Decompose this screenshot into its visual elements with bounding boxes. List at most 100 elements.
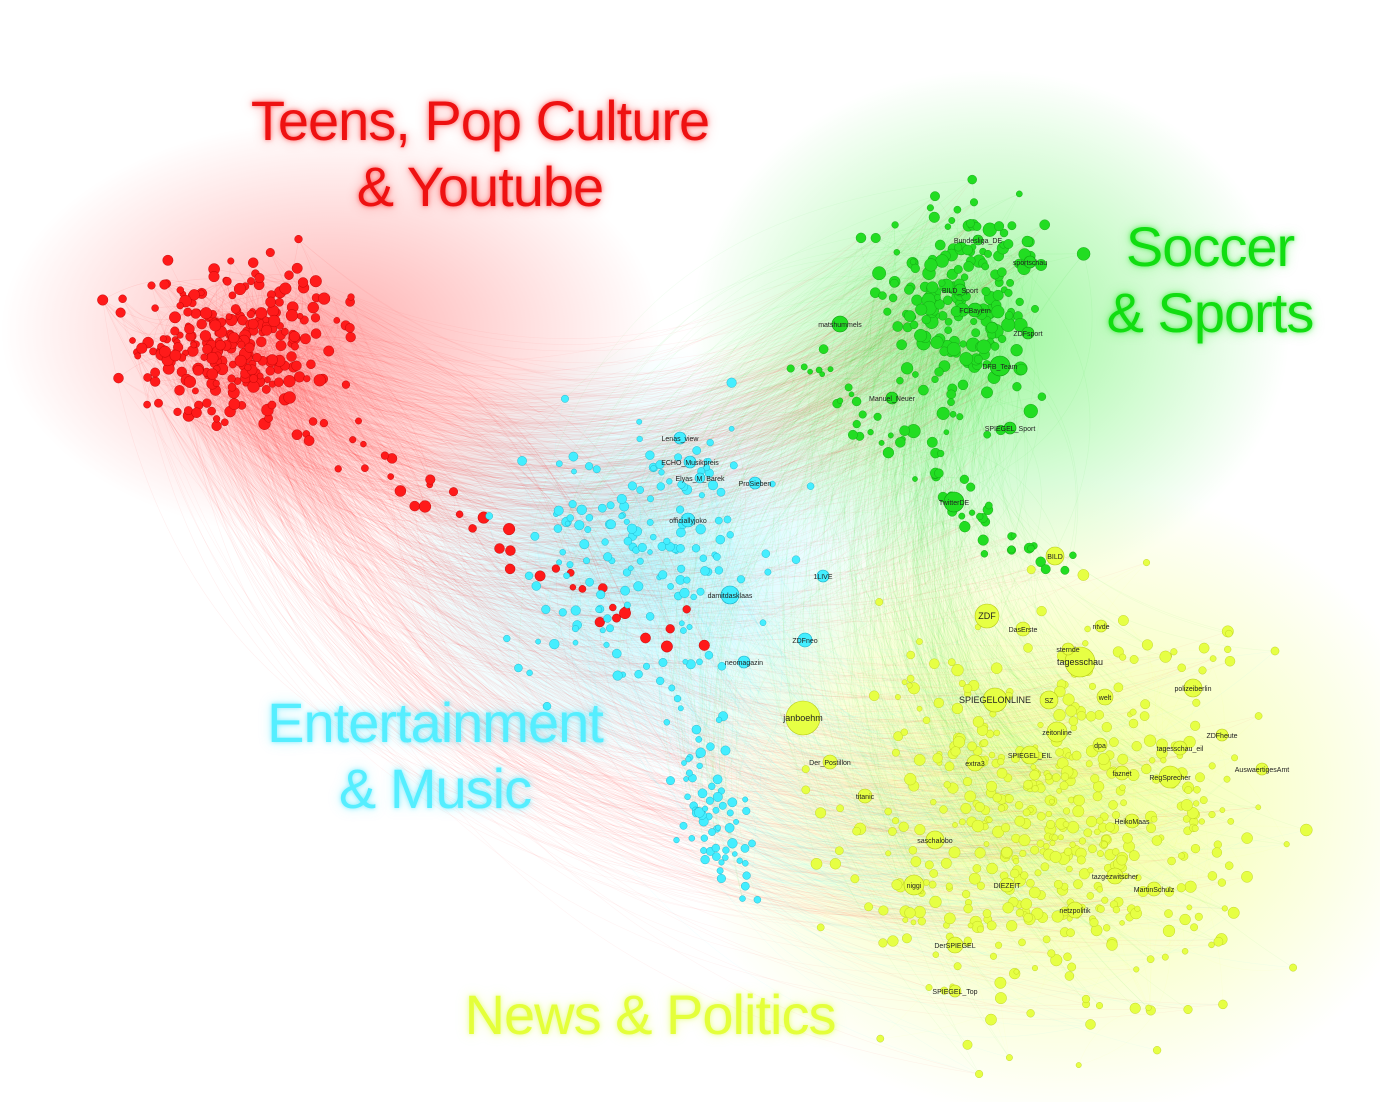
teens-title-line-2: & Youtube <box>356 155 604 218</box>
news-node <box>1145 1004 1152 1011</box>
network-edge <box>390 476 1029 918</box>
news-node <box>983 841 990 847</box>
network-edge <box>276 312 1105 845</box>
entertainment-node <box>568 451 579 462</box>
news-node <box>997 758 1005 766</box>
news-node <box>1129 850 1140 861</box>
entertainment-node <box>514 663 523 673</box>
network-edge <box>363 414 863 518</box>
network-edge <box>206 402 1072 746</box>
network-edge <box>137 355 430 491</box>
news-node <box>1059 781 1069 791</box>
network-edge <box>934 224 1045 380</box>
network-edge <box>926 354 990 700</box>
soccer-node <box>984 249 992 258</box>
news-cluster-title: News & Politics <box>440 982 860 1048</box>
teens-node <box>213 415 221 423</box>
news-node <box>995 941 1003 949</box>
teens-node <box>227 257 235 265</box>
network-edge <box>294 226 978 417</box>
network-edge <box>959 312 1057 778</box>
network-edge <box>147 377 1132 929</box>
news-node <box>1191 825 1199 832</box>
network-edge <box>230 348 1031 1014</box>
network-edge <box>208 334 992 440</box>
network-edge <box>214 321 661 682</box>
network-edge <box>241 405 1113 958</box>
node-label: tazgezwitscher <box>1092 874 1139 881</box>
network-edge <box>895 300 1083 908</box>
news-node <box>967 922 974 929</box>
network-edge <box>284 365 1031 1014</box>
network-edge <box>569 587 671 781</box>
soccer-node <box>958 512 966 520</box>
network-edge <box>216 418 919 891</box>
news-node <box>1036 839 1045 848</box>
network-edge <box>272 359 743 899</box>
news-node <box>1198 666 1207 675</box>
network-edge <box>271 404 1115 886</box>
teens-node <box>345 323 355 333</box>
soccer-node <box>848 429 858 440</box>
entertainment-node <box>584 526 592 533</box>
network-edge <box>136 352 960 760</box>
news-node <box>933 697 944 709</box>
teens-node <box>578 585 587 593</box>
network-edge <box>208 309 991 435</box>
news-node <box>1241 832 1253 844</box>
entertainment-node <box>700 834 708 842</box>
teens-node <box>425 474 436 485</box>
network-edge <box>166 283 883 396</box>
news-node <box>929 658 940 669</box>
teens-node <box>154 398 163 408</box>
network-edge <box>241 405 985 604</box>
network-edge <box>273 302 519 669</box>
network-edge <box>256 309 963 473</box>
network-edge <box>162 350 722 667</box>
news-node <box>1045 810 1052 818</box>
network-edge <box>284 368 831 468</box>
soccer-node <box>997 334 1007 344</box>
network-edge <box>188 410 965 599</box>
entertainment-node <box>740 844 750 853</box>
network-edge <box>315 333 1035 893</box>
teens-node <box>252 353 262 363</box>
network-edge <box>323 298 918 427</box>
news-node <box>850 874 860 884</box>
soccer-node <box>986 321 998 334</box>
network-edge <box>255 273 938 421</box>
network-edge <box>453 491 1083 846</box>
teens-node <box>289 331 301 343</box>
network-edge <box>166 283 930 395</box>
teens-node <box>640 632 651 644</box>
network-edge <box>217 333 700 663</box>
network-edge <box>870 309 967 809</box>
entertainment-node <box>549 638 560 650</box>
news-node <box>1108 800 1118 810</box>
network-edge <box>120 312 901 888</box>
network-edge <box>266 389 618 676</box>
network-edge <box>306 433 689 760</box>
network-edge <box>152 351 978 829</box>
network-edge <box>151 285 612 525</box>
news-node <box>1195 772 1205 783</box>
network-edge <box>268 418 969 916</box>
network-edge <box>205 247 959 424</box>
news-node <box>1113 682 1124 693</box>
network-edge <box>914 260 1030 757</box>
network-edge <box>905 396 1043 686</box>
node-label: DasErste <box>1009 627 1038 634</box>
news-node <box>878 905 889 916</box>
news-node <box>1300 823 1313 837</box>
news-node <box>1118 615 1129 626</box>
network-edge <box>247 367 1067 812</box>
network-edge <box>271 294 908 396</box>
entertainment-node <box>683 776 689 782</box>
teens-node <box>151 304 159 312</box>
news-node <box>1085 760 1093 768</box>
network-edge <box>923 346 996 797</box>
teens-node <box>319 419 329 428</box>
news-node <box>1019 850 1027 858</box>
entertainment-node <box>686 624 693 630</box>
network-edge <box>887 209 959 312</box>
